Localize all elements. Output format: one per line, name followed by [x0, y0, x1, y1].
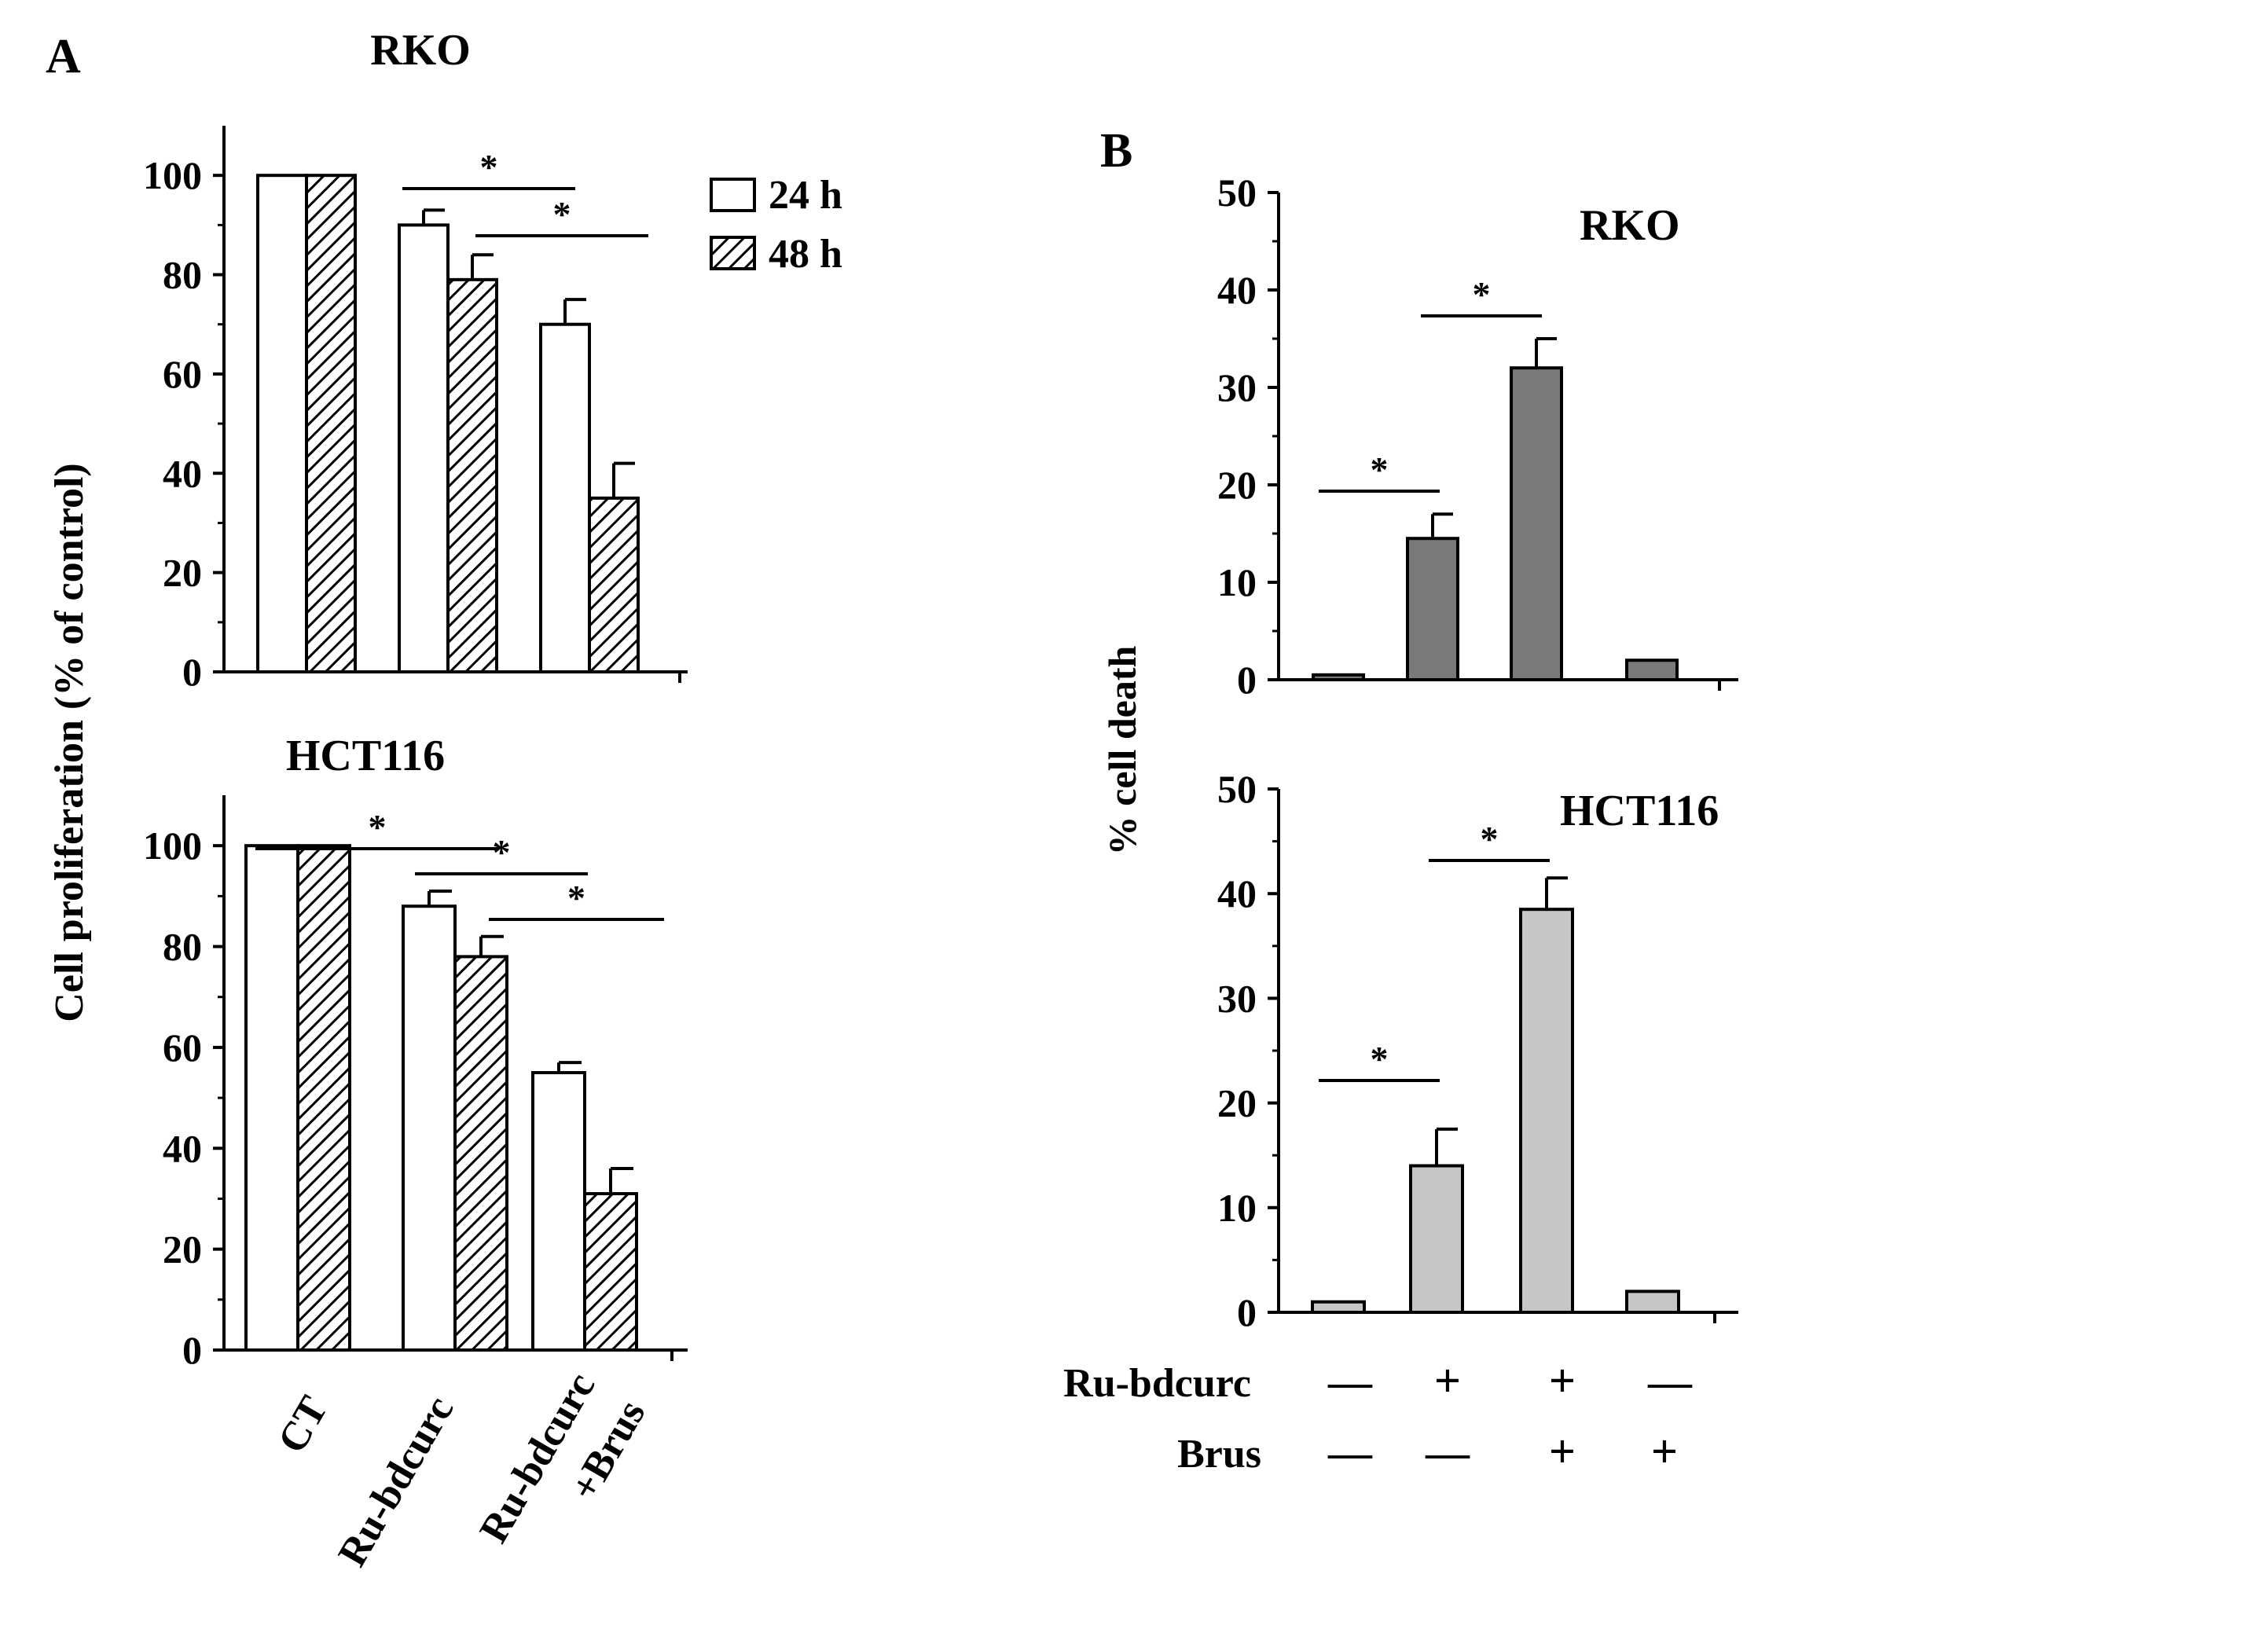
chart-hct116-proliferation: HCT116 0 20 40 60 80 100 * * * [143, 732, 688, 1372]
bar [531, 1071, 586, 1352]
bar [1625, 1290, 1680, 1314]
y-tick-label: 0 [182, 650, 202, 694]
significance-star: * [567, 878, 585, 918]
significance-star: * [493, 832, 511, 872]
sign-ru-4: — [1647, 1358, 1693, 1407]
significance-star: * [553, 194, 571, 234]
y-tick-label: 30 [1217, 365, 1257, 409]
sign-brus-2: — [1425, 1429, 1470, 1477]
significance-star: * [1473, 274, 1491, 314]
bar [446, 277, 498, 673]
bar [398, 223, 450, 673]
bar [1312, 673, 1365, 681]
x-label-ru-bdcurc: Ru-bdcurc [330, 1389, 463, 1574]
y-tick-label: 30 [1217, 976, 1257, 1020]
bar [1519, 908, 1574, 1315]
y-tick-label: 60 [163, 1025, 202, 1069]
y-tick-label: 0 [182, 1328, 202, 1372]
significance-star: * [1371, 1039, 1389, 1079]
y-tick-label: 40 [163, 451, 202, 495]
bar [296, 844, 351, 1352]
y-tick-label: 50 [1217, 767, 1257, 811]
legend: 24 h 48 h [710, 173, 842, 277]
y-tick-label: 40 [1217, 871, 1257, 915]
y-tick-label: 80 [163, 253, 202, 297]
y-tick-label: 20 [163, 1227, 202, 1271]
legend-label-24h: 24 h [769, 173, 842, 218]
significance-star: * [1481, 819, 1499, 859]
significance-star: * [1371, 449, 1389, 490]
chart-hct116-cell-death: HCT116 0 10 20 30 40 50 * * [1217, 767, 1738, 1334]
y-tick-label: 10 [1217, 560, 1257, 604]
bar [1409, 1164, 1464, 1315]
bar [244, 844, 299, 1352]
x-label-ct: CT [270, 1389, 336, 1461]
chart-title: RKO [370, 26, 471, 75]
treatment-row-label-brus: Brus [1177, 1432, 1261, 1477]
y-tick-label: 0 [1237, 658, 1257, 702]
chart-rko-proliferation: RKO 0 20 40 60 80 100 * * [143, 26, 688, 694]
bar [1406, 537, 1459, 682]
y-tick-label: 60 [163, 352, 202, 396]
y-tick-label: 0 [1237, 1290, 1257, 1334]
bar [1625, 659, 1679, 682]
sign-ru-1: — [1327, 1358, 1373, 1407]
bar [588, 496, 640, 674]
bar [305, 174, 357, 673]
bar [583, 1192, 638, 1352]
bar [1510, 366, 1563, 681]
y-tick-label: 100 [143, 153, 202, 197]
legend-swatch-24h [710, 178, 756, 212]
y-tick-label: 20 [1217, 463, 1257, 507]
legend-label-48h: 48 h [769, 232, 842, 277]
chart-title: RKO [1580, 201, 1680, 250]
sign-brus-3: + [1549, 1425, 1576, 1477]
chart-rko-cell-death: RKO 0 10 20 30 40 50 * * [1217, 171, 1738, 702]
y-tick-label: 40 [163, 1126, 202, 1170]
legend-swatch-48h [710, 236, 756, 270]
y-tick-label: 80 [163, 925, 202, 969]
y-tick-label: 10 [1217, 1186, 1257, 1230]
y-tick-label: 20 [1217, 1081, 1257, 1125]
y-tick-label: 100 [143, 824, 202, 868]
significance-star: * [480, 147, 498, 187]
chart-title: HCT116 [1560, 787, 1719, 835]
bar [402, 904, 457, 1352]
significance-star: * [369, 807, 387, 847]
sign-ru-2: + [1434, 1355, 1461, 1407]
panel-b-y-axis-label: % cell death [1100, 646, 1144, 856]
bar [539, 322, 591, 673]
sign-ru-3: + [1549, 1355, 1576, 1407]
bar [1311, 1300, 1366, 1315]
sign-brus-1: — [1327, 1429, 1373, 1477]
treatment-table: Ru-bdcurc — + + — Brus — — + + [1063, 1355, 1693, 1477]
y-tick-label: 20 [163, 551, 202, 595]
panel-b-label: B [1100, 124, 1132, 178]
bar [453, 955, 508, 1352]
y-tick-label: 50 [1217, 171, 1257, 215]
sign-brus-4: + [1651, 1425, 1678, 1477]
panel-a-label: A [46, 30, 81, 83]
treatment-row-label-ru-bdcurc: Ru-bdcurc [1063, 1361, 1251, 1406]
bar [256, 174, 308, 673]
chart-title: HCT116 [286, 732, 445, 780]
panel-a-y-axis-label: Cell proliferation (% of control) [47, 463, 92, 1022]
y-tick-label: 40 [1217, 268, 1257, 312]
